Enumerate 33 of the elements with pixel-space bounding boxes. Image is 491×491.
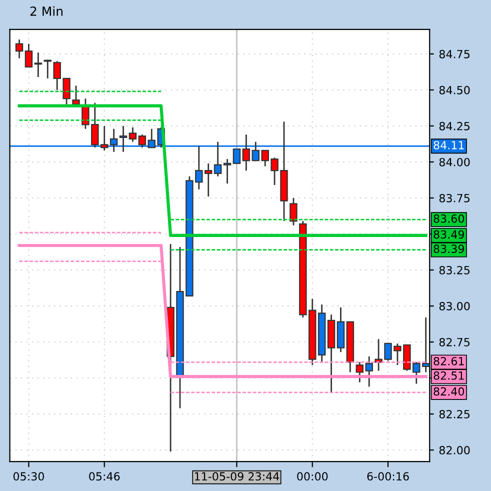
candlestick	[15, 38, 24, 59]
candlestick	[128, 126, 137, 142]
x-tick-label: 11-05-09 23:44	[194, 472, 280, 481]
candlestick	[34, 52, 42, 78]
candlestick	[44, 59, 52, 80]
candlestick	[24, 43, 33, 68]
candlestick	[242, 134, 250, 172]
x-tick-label: 05:46	[89, 472, 120, 481]
candlestick	[290, 197, 298, 226]
y-tick-label: 84.50	[439, 86, 470, 94]
data-label: 83.49	[434, 230, 464, 239]
y-tick-label: 83.00	[439, 302, 470, 310]
candlestick	[72, 84, 80, 106]
y-tick-label: 84.75	[439, 50, 470, 58]
data-label: 83.60	[434, 214, 464, 223]
x-tick-label: 00:00	[297, 472, 328, 481]
data-label: 83.39	[434, 244, 464, 254]
y-tick-label: 84.00	[439, 158, 470, 166]
y-tick-label: 82.25	[439, 410, 470, 418]
data-label: 82.40	[434, 387, 464, 396]
y-tick-label: 83.25	[439, 266, 470, 274]
y-tick-label: 83.75	[439, 194, 470, 202]
data-label: 82.61	[434, 356, 464, 366]
ref-line-label: 84.11	[434, 140, 464, 150]
x-tick-label: 6-00:16	[367, 472, 409, 481]
chart-title: 2 Min	[30, 6, 63, 16]
y-tick-label: 82.00	[439, 446, 470, 454]
x-tick-label: 05:30	[13, 472, 44, 481]
candlestick	[223, 158, 232, 184]
candlestick	[138, 134, 146, 148]
data-label: 82.51	[434, 371, 464, 380]
y-tick-label: 82.75	[439, 338, 470, 346]
y-tick-label: 84.25	[439, 122, 470, 130]
